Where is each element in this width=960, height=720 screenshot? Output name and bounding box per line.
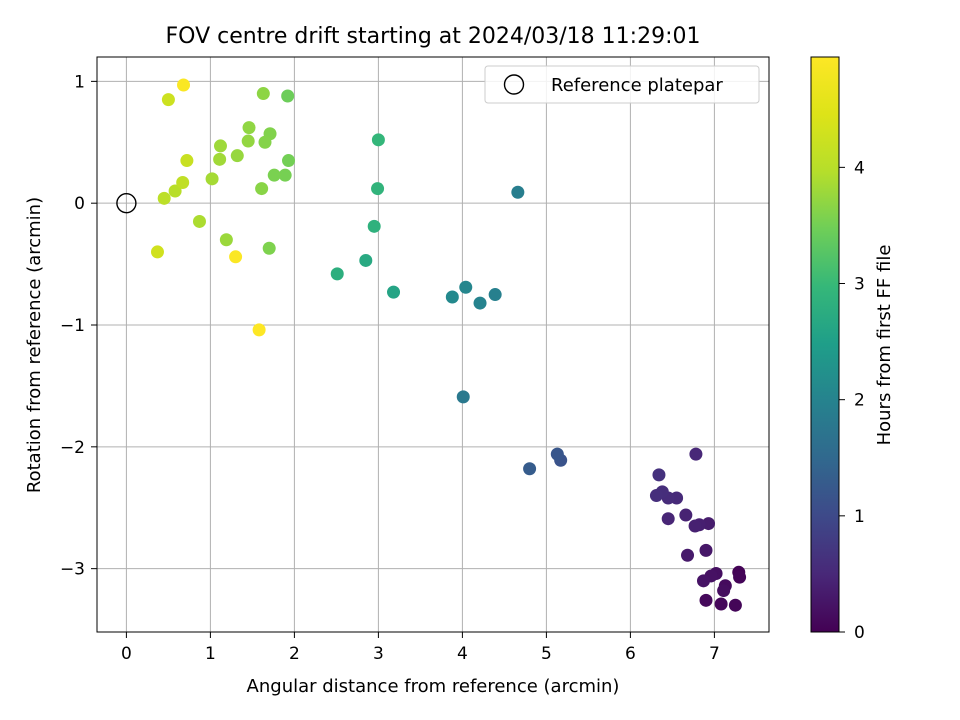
legend-entry-label: Reference platepar bbox=[551, 75, 723, 96]
chart-title: FOV centre drift starting at 2024/03/18 … bbox=[166, 24, 701, 49]
data-point bbox=[359, 253, 373, 267]
colorbar-tick-label: 1 bbox=[854, 507, 865, 527]
x-tick-label: 4 bbox=[457, 644, 468, 664]
data-point bbox=[157, 191, 171, 205]
data-point bbox=[728, 598, 742, 612]
data-point bbox=[714, 597, 728, 611]
colorbar-tick-label: 4 bbox=[854, 158, 865, 178]
data-point bbox=[387, 285, 401, 299]
data-point bbox=[445, 290, 459, 304]
data-point bbox=[219, 233, 233, 247]
data-point bbox=[150, 245, 164, 259]
data-point bbox=[241, 134, 255, 148]
data-point bbox=[282, 154, 296, 168]
y-tick-label: 0 bbox=[74, 194, 85, 214]
data-point bbox=[180, 154, 194, 168]
data-point bbox=[256, 87, 270, 101]
data-point bbox=[213, 152, 227, 166]
legend-box bbox=[484, 65, 760, 104]
colorbar-tick-label: 0 bbox=[854, 623, 865, 643]
data-point bbox=[258, 135, 272, 149]
x-axis-label: Angular distance from reference (arcmin) bbox=[247, 676, 620, 697]
y-tick-label: −3 bbox=[60, 560, 85, 580]
data-point bbox=[523, 462, 537, 476]
data-point bbox=[278, 168, 292, 182]
data-point bbox=[689, 447, 703, 461]
data-point bbox=[652, 468, 666, 482]
x-tick-label: 6 bbox=[625, 644, 636, 664]
x-tick-label: 3 bbox=[373, 644, 384, 664]
data-point bbox=[371, 182, 385, 196]
data-point bbox=[230, 149, 244, 163]
data-point bbox=[456, 390, 470, 404]
colorbar-tick-label: 3 bbox=[854, 275, 865, 295]
data-point bbox=[367, 219, 381, 233]
data-point bbox=[717, 584, 731, 598]
y-axis-ticks: −3 −2 −1 0 1 bbox=[60, 72, 97, 580]
reference-platepar-marker bbox=[116, 192, 137, 214]
y-tick-label: 1 bbox=[74, 72, 85, 92]
plot-frame bbox=[96, 56, 770, 633]
data-point bbox=[699, 593, 713, 607]
data-point bbox=[262, 241, 276, 255]
data-point bbox=[242, 121, 256, 135]
legend-marker bbox=[503, 74, 525, 95]
data-point bbox=[330, 267, 344, 281]
data-point bbox=[177, 78, 191, 92]
data-points bbox=[150, 78, 747, 612]
data-point bbox=[696, 574, 710, 588]
data-point bbox=[213, 139, 227, 153]
y-axis-label: Rotation from reference (arcmin) bbox=[24, 197, 45, 493]
data-point bbox=[252, 323, 266, 337]
data-point bbox=[176, 175, 190, 189]
colorbar-tick-label: 2 bbox=[854, 391, 865, 411]
x-tick-label: 0 bbox=[121, 644, 132, 664]
x-tick-label: 5 bbox=[541, 644, 552, 664]
data-point bbox=[168, 184, 182, 198]
y-tick-label: −2 bbox=[60, 438, 85, 458]
data-point bbox=[511, 185, 525, 199]
colorbar bbox=[810, 56, 840, 633]
data-point bbox=[733, 570, 747, 584]
x-tick-label: 2 bbox=[289, 644, 300, 664]
data-point bbox=[649, 489, 663, 503]
data-point bbox=[681, 548, 695, 562]
colorbar-ticks: 0 1 2 3 4 bbox=[839, 158, 865, 643]
data-point bbox=[281, 89, 295, 103]
data-point bbox=[371, 133, 385, 147]
data-point bbox=[661, 512, 675, 526]
data-point bbox=[161, 93, 175, 107]
grid bbox=[97, 57, 769, 632]
data-point bbox=[699, 543, 713, 557]
x-tick-label: 7 bbox=[709, 644, 720, 664]
data-point bbox=[267, 168, 281, 182]
data-point bbox=[205, 172, 219, 186]
data-point bbox=[550, 447, 564, 461]
x-tick-label: 1 bbox=[205, 644, 216, 664]
data-point bbox=[688, 519, 702, 533]
x-axis-ticks: 0 1 2 3 4 5 6 7 bbox=[121, 632, 720, 664]
data-point bbox=[488, 288, 502, 302]
data-point bbox=[255, 182, 269, 196]
data-point bbox=[192, 214, 206, 228]
data-point bbox=[473, 296, 487, 310]
legend: Reference platepar bbox=[484, 65, 760, 104]
data-point bbox=[229, 250, 243, 264]
colorbar-label: Hours from first FF file bbox=[874, 245, 895, 446]
y-tick-label: −1 bbox=[60, 316, 85, 336]
data-point bbox=[459, 280, 473, 294]
data-point bbox=[679, 508, 693, 522]
